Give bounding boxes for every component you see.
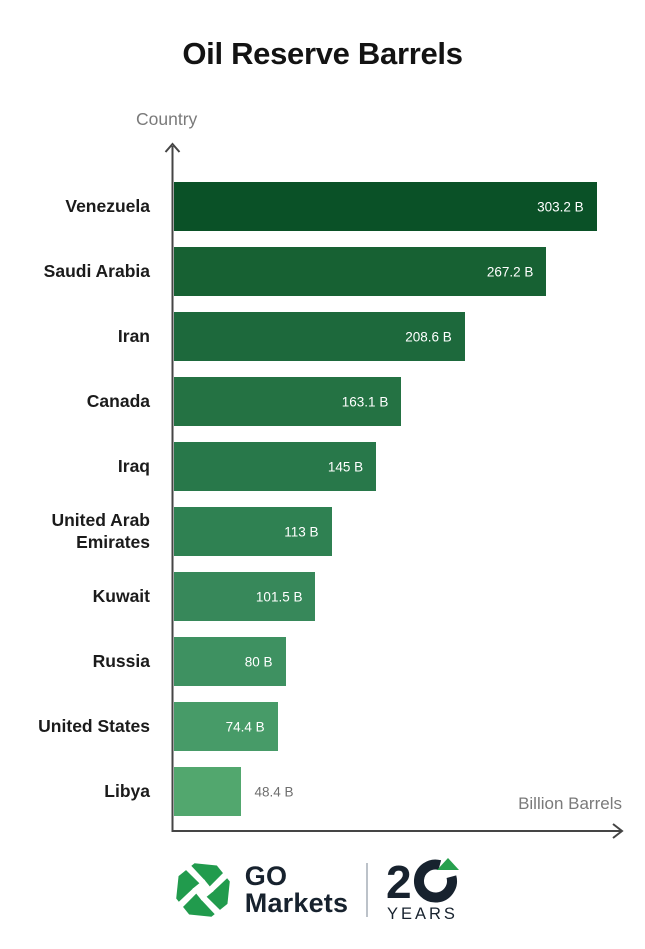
- country-label: Kuwait: [92, 585, 150, 606]
- bar-row: Libya 48.4 B: [0, 767, 627, 816]
- bar-track: 74.4 B: [174, 702, 627, 751]
- bar-track: 101.5 B: [174, 572, 627, 621]
- bar: 208.6 B: [174, 312, 465, 361]
- bar-value-label: 267.2 B: [486, 264, 534, 279]
- bar-row: Kuwait 101.5 B: [0, 572, 627, 621]
- bar-value-label: 303.2 B: [537, 199, 584, 214]
- bar: 48.4 B: [174, 767, 293, 816]
- anniversary-digit-2: 2: [386, 858, 412, 908]
- bar: 145 B: [174, 442, 377, 491]
- bar-value-label: 145 B: [327, 459, 364, 474]
- bar-row: Russia 80 B: [0, 637, 627, 686]
- country-label: Saudi Arabia: [43, 260, 150, 281]
- y-axis-arrow-icon: [164, 142, 181, 153]
- anniversary-triangle-icon: [437, 858, 460, 870]
- bar-track: 208.6 B: [174, 312, 627, 361]
- brand-line-2: Markets: [244, 888, 349, 918]
- bar-row: United Arab Emirates 113 B: [0, 507, 627, 556]
- bar-row: Saudi Arabia 267.2 B: [0, 247, 627, 296]
- country-label: United States: [38, 715, 150, 736]
- bar-track: 113 B: [174, 507, 627, 556]
- go-markets-icon: [175, 863, 230, 917]
- bar-row: Iran 208.6 B: [0, 312, 627, 361]
- bar-track: 48.4 B: [174, 767, 627, 816]
- anniversary-zero-arc: [414, 859, 458, 903]
- bar: 113 B: [174, 507, 332, 556]
- bar-value-label: 101.5 B: [255, 589, 303, 604]
- bar-track: 145 B: [174, 442, 627, 491]
- bar-row: United States 74.4 B: [0, 702, 627, 751]
- bar-value-label: 163.1 B: [341, 394, 389, 409]
- bar-value-label: 48.4 B: [254, 784, 294, 799]
- bar-value-label: 80 B: [244, 654, 273, 669]
- bar-value-label: 74.4 B: [225, 719, 265, 734]
- x-axis-label: Billion Barrels: [518, 794, 622, 813]
- footer-divider: [366, 863, 369, 917]
- bars-container: Venezuela 303.2 B Saudi Arabia 267.2 B Iran 2…: [0, 182, 627, 832]
- bar: 80 B: [174, 637, 286, 686]
- country-label: Iraq: [117, 455, 150, 476]
- bar: 267.2 B: [174, 247, 547, 296]
- footer-logo: GO Markets 2 YEARS: [0, 858, 645, 922]
- bar-track: 80 B: [174, 637, 627, 686]
- anniversary-badge: 2 YEARS: [386, 858, 460, 922]
- country-label: United Arab Emirates: [51, 510, 150, 552]
- country-label: Russia: [92, 650, 150, 671]
- bar-track: 163.1 B: [174, 377, 627, 426]
- chart-title: Oil Reserve Barrels: [182, 36, 463, 71]
- bar-row: Venezuela 303.2 B: [0, 182, 627, 231]
- bar-row: Iraq 145 B: [0, 442, 627, 491]
- country-label: Libya: [104, 780, 150, 801]
- bar-row: Canada 163.1 B: [0, 377, 627, 426]
- brand-line-1: GO: [244, 861, 288, 891]
- bar: 303.2 B: [174, 182, 597, 231]
- bar-track: 303.2 B: [174, 182, 627, 231]
- bar-track: 267.2 B: [174, 247, 627, 296]
- bar-value-label: 113 B: [284, 524, 319, 539]
- bar: 163.1 B: [174, 377, 402, 426]
- bar: 101.5 B: [174, 572, 316, 621]
- country-label: Venezuela: [65, 195, 150, 216]
- country-label: Canada: [86, 390, 150, 411]
- bar: 74.4 B: [174, 702, 278, 751]
- country-label: Iran: [117, 325, 150, 346]
- bar-value-label: 208.6 B: [405, 329, 452, 344]
- anniversary-years-text: YEARS: [387, 905, 458, 922]
- y-axis-label: Country: [136, 109, 198, 129]
- brand-name: GO Markets: [245, 863, 348, 917]
